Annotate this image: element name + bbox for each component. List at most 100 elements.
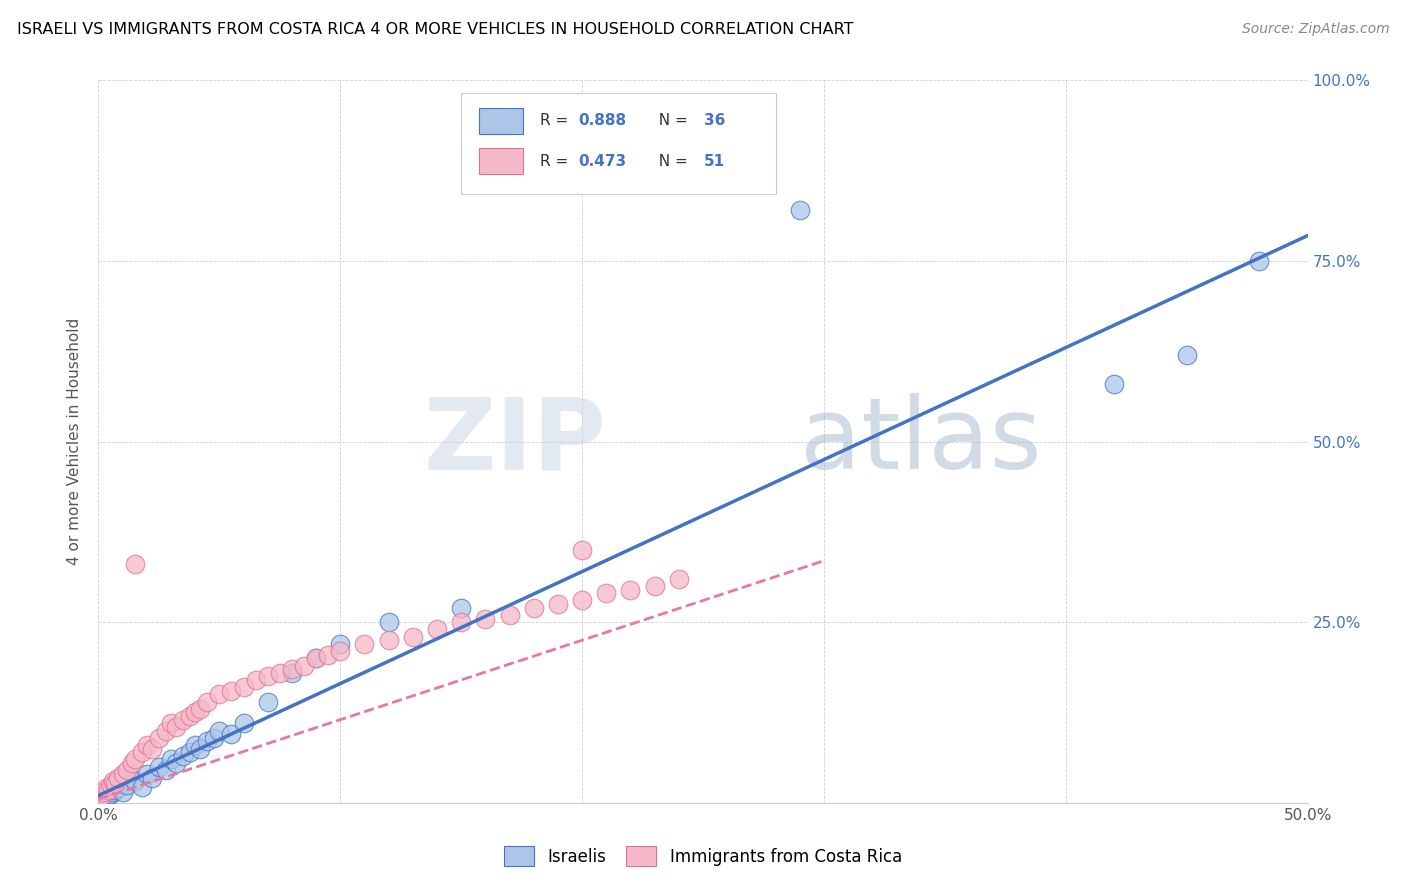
- Point: [329, 637, 352, 651]
- Point: [155, 723, 177, 738]
- Point: [195, 695, 218, 709]
- Point: [619, 582, 641, 597]
- Legend: Israelis, Immigrants from Costa Rica: Israelis, Immigrants from Costa Rica: [496, 838, 910, 874]
- Point: [91, 789, 114, 803]
- Point: [353, 637, 375, 651]
- FancyBboxPatch shape: [461, 93, 776, 194]
- Point: [232, 716, 254, 731]
- Point: [523, 600, 546, 615]
- Point: [111, 785, 134, 799]
- Point: [94, 781, 117, 796]
- Point: [121, 756, 143, 770]
- Point: [281, 662, 304, 676]
- Point: [141, 771, 163, 785]
- Point: [148, 731, 170, 745]
- Point: [97, 782, 120, 797]
- Text: 0.888: 0.888: [578, 113, 627, 128]
- Text: ISRAELI VS IMMIGRANTS FROM COSTA RICA 4 OR MORE VEHICLES IN HOUSEHOLD CORRELATIO: ISRAELI VS IMMIGRANTS FROM COSTA RICA 4 …: [17, 22, 853, 37]
- Point: [208, 687, 231, 701]
- Point: [195, 734, 218, 748]
- Point: [148, 760, 170, 774]
- Point: [131, 780, 153, 794]
- Point: [107, 771, 129, 785]
- Point: [595, 586, 617, 600]
- Point: [124, 558, 146, 572]
- Point: [100, 778, 122, 792]
- Point: [329, 644, 352, 658]
- Point: [377, 633, 399, 648]
- Point: [165, 756, 187, 770]
- Text: atlas: atlas: [800, 393, 1042, 490]
- Point: [232, 680, 254, 694]
- Point: [305, 651, 328, 665]
- Point: [91, 785, 114, 799]
- Point: [104, 775, 127, 789]
- Point: [208, 723, 231, 738]
- Text: 36: 36: [704, 113, 725, 128]
- Point: [131, 745, 153, 759]
- Point: [221, 683, 243, 698]
- Point: [1249, 253, 1271, 268]
- Point: [316, 648, 339, 662]
- Text: ZIP: ZIP: [423, 393, 606, 490]
- Point: [1175, 348, 1198, 362]
- Point: [184, 738, 207, 752]
- Point: [377, 615, 399, 630]
- Point: [188, 702, 211, 716]
- Point: [101, 774, 124, 789]
- Point: [172, 748, 194, 763]
- Point: [90, 789, 112, 803]
- Y-axis label: 4 or more Vehicles in Household: 4 or more Vehicles in Household: [67, 318, 83, 566]
- Point: [188, 741, 211, 756]
- Point: [474, 611, 496, 625]
- Point: [179, 709, 201, 723]
- Point: [547, 597, 569, 611]
- Bar: [479, 108, 523, 134]
- Point: [94, 790, 117, 805]
- Point: [269, 665, 291, 680]
- Text: Source: ZipAtlas.com: Source: ZipAtlas.com: [1241, 22, 1389, 37]
- Point: [498, 607, 520, 622]
- Point: [292, 658, 315, 673]
- Point: [450, 615, 472, 630]
- Bar: [479, 148, 523, 174]
- Point: [184, 706, 207, 720]
- Point: [245, 673, 267, 687]
- Point: [111, 767, 134, 781]
- Point: [571, 593, 593, 607]
- Point: [165, 720, 187, 734]
- Point: [1102, 376, 1125, 391]
- Point: [450, 600, 472, 615]
- Point: [426, 623, 449, 637]
- Text: 51: 51: [704, 153, 725, 169]
- Point: [90, 792, 112, 806]
- Point: [644, 579, 666, 593]
- Point: [117, 778, 139, 792]
- Point: [402, 630, 425, 644]
- Point: [117, 764, 139, 778]
- Point: [141, 741, 163, 756]
- Point: [135, 767, 157, 781]
- Point: [668, 572, 690, 586]
- Point: [172, 713, 194, 727]
- Text: R =: R =: [540, 113, 572, 128]
- Point: [204, 731, 226, 745]
- Point: [124, 774, 146, 789]
- Point: [789, 203, 811, 218]
- Point: [571, 542, 593, 557]
- Text: N =: N =: [648, 113, 692, 128]
- Text: R =: R =: [540, 153, 572, 169]
- Point: [281, 665, 304, 680]
- Text: 0.473: 0.473: [578, 153, 627, 169]
- Point: [179, 745, 201, 759]
- Point: [305, 651, 328, 665]
- Text: N =: N =: [648, 153, 692, 169]
- Point: [221, 727, 243, 741]
- Point: [100, 787, 122, 801]
- Point: [135, 738, 157, 752]
- Point: [104, 782, 127, 797]
- Point: [107, 781, 129, 796]
- Point: [256, 669, 278, 683]
- Point: [101, 785, 124, 799]
- Point: [160, 716, 183, 731]
